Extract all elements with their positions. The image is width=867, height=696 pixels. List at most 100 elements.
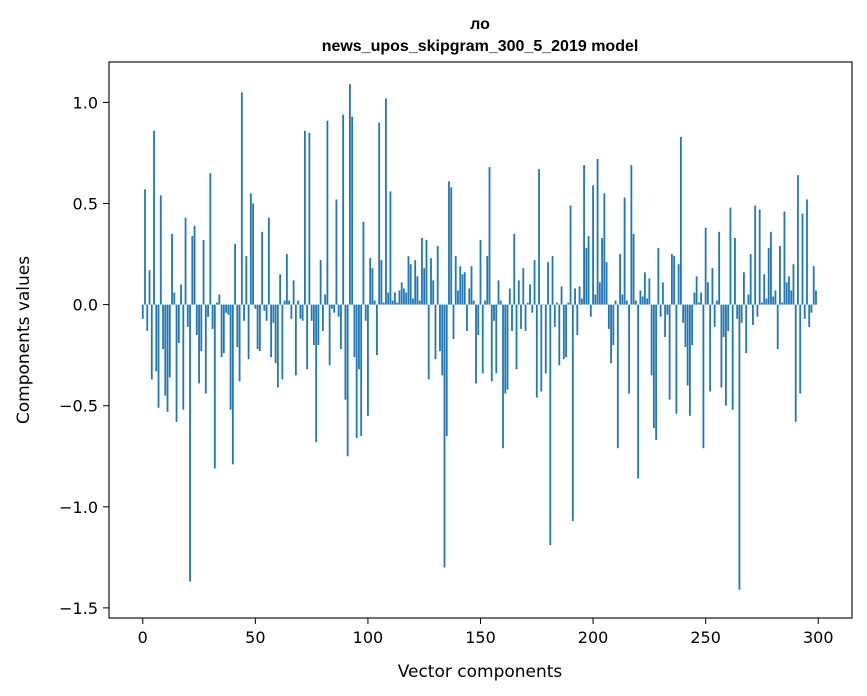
bar-171	[526, 302, 529, 305]
bar-146	[470, 266, 473, 305]
plot-area-frame	[108, 61, 853, 619]
bar-56	[267, 217, 270, 305]
bar-66	[290, 304, 293, 319]
bar-36	[222, 304, 225, 354]
bar-279	[770, 231, 772, 305]
bar-272	[754, 205, 757, 305]
bar-138	[452, 304, 455, 339]
bar-172	[529, 284, 531, 305]
bar-81	[324, 294, 327, 305]
bar-294	[803, 304, 806, 319]
bar-262	[731, 304, 734, 410]
bar-38	[227, 304, 230, 315]
bar-78	[317, 304, 320, 346]
bar-274	[758, 209, 761, 305]
bar-143	[463, 272, 466, 305]
bar-145	[468, 288, 471, 305]
bar-212	[619, 254, 621, 305]
bar-82	[326, 120, 329, 305]
bar-15	[175, 304, 178, 422]
bar-241	[684, 304, 687, 348]
bar-67	[292, 280, 295, 305]
bar-278	[767, 248, 770, 305]
bar-200	[592, 185, 594, 305]
bar-208	[610, 304, 612, 364]
bar-236	[673, 256, 676, 305]
bar-242	[686, 304, 689, 386]
bar-237	[675, 304, 678, 414]
bar-269	[747, 294, 750, 305]
bar-17	[180, 284, 182, 305]
bar-107	[382, 302, 385, 305]
bar-47	[247, 304, 250, 360]
bar-25	[198, 304, 200, 384]
bar-181	[549, 304, 552, 546]
bar-9	[162, 304, 164, 350]
bar-194	[578, 286, 581, 305]
bar-165	[513, 233, 516, 305]
bar-7	[157, 304, 160, 408]
bar-134	[443, 304, 446, 568]
y-tick-label-2: −0.5	[59, 397, 98, 416]
bar-261	[729, 207, 732, 305]
bar-160	[502, 304, 504, 449]
bar-27	[202, 239, 205, 305]
bar-248	[700, 292, 703, 305]
bar-289	[792, 264, 795, 305]
bar-23	[193, 225, 196, 305]
bar-87	[337, 304, 340, 317]
bar-167	[517, 280, 520, 305]
bar-232	[664, 304, 667, 337]
bar-123	[418, 300, 421, 305]
bar-24	[195, 304, 198, 335]
bar-79	[319, 260, 322, 305]
x-axis-ticks: 0 50 100 150 200 250 300	[138, 618, 834, 647]
bar-72	[303, 130, 306, 305]
bar-73	[306, 304, 309, 370]
bar-35	[220, 304, 223, 358]
bar-297	[810, 304, 813, 313]
bar-247	[698, 302, 700, 305]
bar-164	[511, 304, 513, 331]
bar-290	[794, 304, 797, 422]
bar-225	[648, 278, 651, 305]
bar-42	[236, 304, 239, 348]
bar-205	[603, 193, 606, 305]
bar-229	[657, 248, 660, 305]
y-tick-label-1: −1.0	[59, 498, 98, 517]
bar-137	[450, 187, 453, 305]
bar-116	[403, 288, 405, 305]
bar-0	[141, 304, 144, 319]
bar-207	[607, 304, 610, 329]
bar-263	[734, 237, 736, 305]
bar-104	[376, 304, 378, 356]
bar-238	[677, 264, 680, 305]
bar-244	[691, 304, 694, 346]
y-tick-label-5: 1.0	[73, 93, 98, 112]
bar-152	[484, 300, 486, 305]
x-tick-label-300: 300	[803, 628, 834, 647]
bar-130	[434, 304, 437, 360]
bar-284	[781, 302, 784, 305]
bar-150	[479, 239, 482, 305]
bar-101	[369, 258, 372, 305]
bar-109	[387, 292, 390, 305]
bar-16	[177, 304, 180, 344]
bar-34	[218, 294, 221, 305]
bar-151	[481, 304, 484, 374]
bar-176	[538, 169, 540, 305]
bar-44	[240, 92, 243, 305]
bar-63	[283, 300, 286, 305]
bar-256	[718, 231, 721, 305]
bar-179	[544, 304, 547, 374]
bar-281	[774, 290, 777, 305]
x-tick-label-200: 200	[578, 628, 609, 647]
bar-215	[625, 300, 628, 305]
bar-2	[146, 304, 149, 331]
bar-299	[815, 290, 817, 305]
bar-100	[367, 304, 369, 416]
bar-120	[412, 298, 414, 305]
